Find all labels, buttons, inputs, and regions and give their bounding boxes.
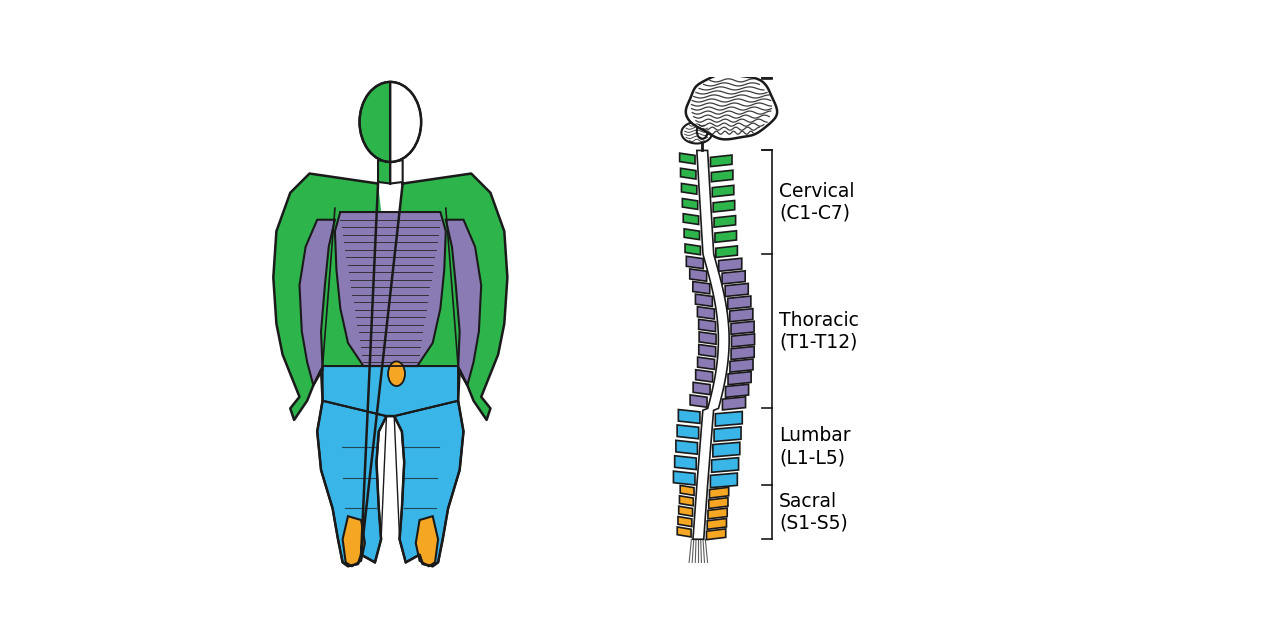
Polygon shape	[390, 160, 403, 184]
Text: Thoracic
(T1-T12): Thoracic (T1-T12)	[780, 311, 859, 352]
Polygon shape	[722, 397, 745, 410]
Polygon shape	[730, 359, 753, 372]
Text: Lumbar
(L1-L5): Lumbar (L1-L5)	[780, 426, 851, 468]
Polygon shape	[726, 384, 749, 397]
Polygon shape	[680, 486, 694, 495]
Polygon shape	[714, 427, 741, 442]
Ellipse shape	[388, 361, 404, 386]
Polygon shape	[445, 220, 481, 385]
Polygon shape	[673, 471, 695, 485]
Polygon shape	[713, 200, 735, 212]
Polygon shape	[677, 425, 699, 439]
Polygon shape	[710, 473, 737, 488]
Polygon shape	[678, 506, 692, 516]
Polygon shape	[728, 372, 751, 384]
Polygon shape	[731, 346, 754, 359]
Polygon shape	[731, 334, 754, 347]
Polygon shape	[390, 82, 421, 162]
Polygon shape	[699, 345, 716, 357]
Polygon shape	[416, 516, 438, 566]
Polygon shape	[684, 214, 699, 225]
Polygon shape	[731, 321, 754, 334]
Polygon shape	[692, 281, 710, 294]
Polygon shape	[343, 516, 365, 566]
Polygon shape	[335, 212, 445, 366]
Polygon shape	[712, 170, 733, 182]
Polygon shape	[716, 231, 736, 242]
Polygon shape	[709, 488, 728, 498]
Polygon shape	[710, 155, 732, 167]
Polygon shape	[300, 220, 335, 385]
Polygon shape	[712, 185, 733, 197]
Polygon shape	[714, 216, 736, 227]
Polygon shape	[678, 516, 691, 527]
Polygon shape	[690, 269, 707, 281]
Polygon shape	[323, 366, 458, 416]
Polygon shape	[713, 442, 740, 457]
Polygon shape	[709, 498, 728, 509]
Polygon shape	[378, 160, 390, 184]
Polygon shape	[360, 82, 390, 162]
Polygon shape	[698, 357, 714, 370]
Polygon shape	[730, 308, 753, 322]
Polygon shape	[681, 184, 696, 194]
Polygon shape	[699, 319, 716, 332]
Text: Sacral
(S1-S5): Sacral (S1-S5)	[780, 492, 847, 533]
Polygon shape	[699, 332, 716, 345]
Polygon shape	[678, 410, 700, 423]
Polygon shape	[722, 271, 745, 284]
Polygon shape	[712, 458, 739, 472]
Polygon shape	[675, 456, 696, 469]
Polygon shape	[692, 151, 730, 539]
Polygon shape	[274, 173, 507, 566]
Polygon shape	[708, 518, 727, 529]
Polygon shape	[698, 307, 714, 319]
Polygon shape	[690, 395, 707, 407]
Polygon shape	[677, 527, 691, 537]
Polygon shape	[708, 508, 727, 519]
Ellipse shape	[681, 122, 712, 144]
Polygon shape	[718, 258, 742, 271]
Polygon shape	[681, 168, 696, 179]
Polygon shape	[716, 412, 742, 426]
Polygon shape	[685, 244, 700, 255]
Polygon shape	[680, 153, 695, 164]
Polygon shape	[682, 198, 698, 209]
Text: Cervical
(C1-C7): Cervical (C1-C7)	[780, 182, 855, 223]
Ellipse shape	[696, 124, 708, 139]
Polygon shape	[726, 283, 749, 296]
Polygon shape	[716, 246, 737, 258]
Polygon shape	[694, 383, 710, 395]
Polygon shape	[676, 440, 698, 454]
Polygon shape	[686, 256, 703, 269]
Polygon shape	[728, 296, 751, 309]
Polygon shape	[394, 401, 463, 566]
Polygon shape	[684, 229, 700, 240]
Polygon shape	[686, 73, 777, 139]
Polygon shape	[696, 370, 713, 382]
Polygon shape	[317, 401, 387, 566]
Polygon shape	[695, 294, 713, 307]
Polygon shape	[680, 496, 694, 506]
Polygon shape	[707, 529, 726, 540]
